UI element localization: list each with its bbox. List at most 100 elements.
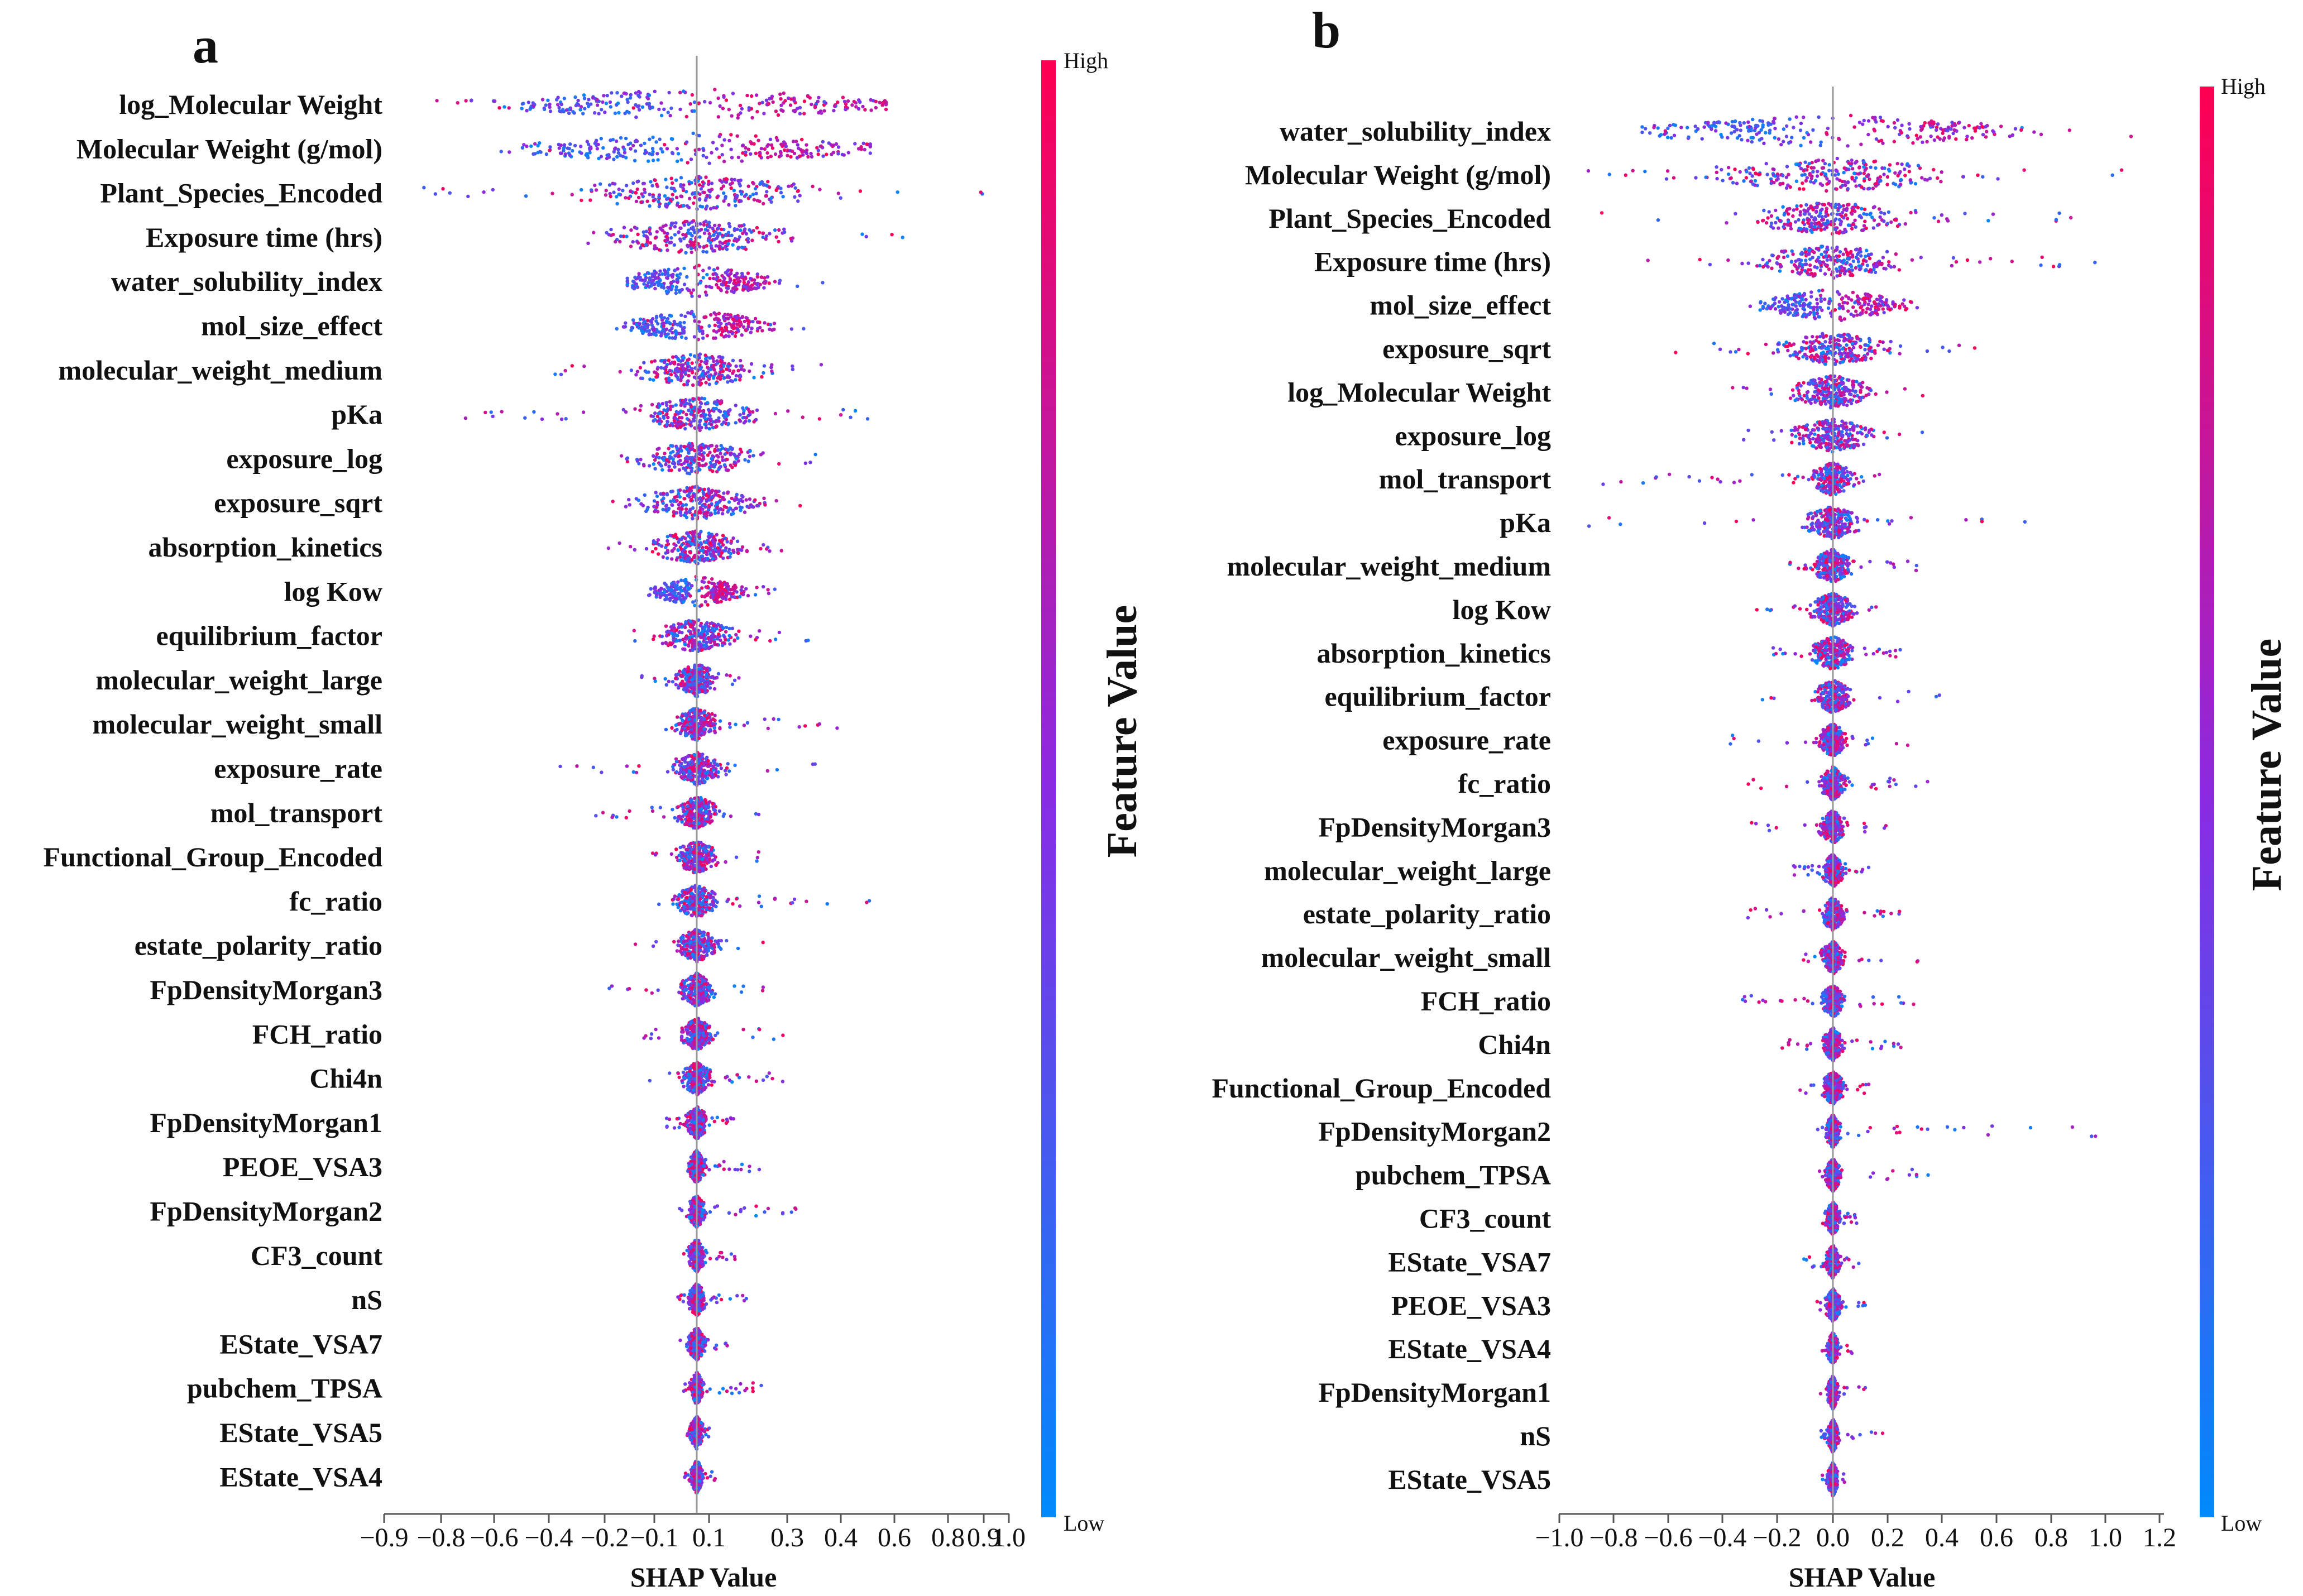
shap-point	[724, 367, 729, 371]
shap-point	[754, 191, 758, 195]
shap-point	[563, 368, 567, 373]
shap-point	[658, 806, 663, 809]
shap-point	[525, 109, 529, 113]
shap-point	[683, 587, 687, 591]
shap-point	[612, 190, 616, 194]
shap-point	[679, 585, 683, 589]
shap-point	[559, 372, 563, 376]
shap-point	[782, 140, 786, 144]
shap-point	[596, 142, 600, 147]
shap-point	[707, 426, 711, 431]
shap-point	[748, 276, 753, 281]
shap-point	[689, 824, 693, 828]
shap-point	[650, 272, 654, 276]
shap-point	[723, 769, 727, 773]
shap-point	[698, 420, 702, 424]
shap-point	[717, 324, 721, 328]
shap-point	[712, 640, 716, 644]
shap-point	[671, 275, 674, 279]
shap-point	[736, 179, 740, 183]
shap-point	[732, 178, 737, 182]
shap-point	[653, 418, 657, 422]
shap-point	[746, 324, 750, 328]
shap-point	[724, 233, 728, 237]
shap-point	[768, 549, 772, 553]
shap-point	[740, 548, 744, 552]
shap-point	[748, 369, 751, 373]
shap-point	[668, 362, 672, 366]
shap-point	[684, 821, 688, 825]
shap-point	[703, 540, 707, 544]
shap-point	[617, 192, 621, 196]
shap-point	[633, 407, 637, 411]
shap-point	[665, 412, 669, 416]
shap-point	[466, 194, 470, 198]
shap-point	[722, 635, 727, 639]
shap-point	[710, 423, 714, 426]
shap-point	[675, 902, 679, 906]
shap-point	[761, 231, 765, 235]
feature-label: pubchem_TPSA	[187, 1373, 382, 1404]
shap-point	[691, 456, 695, 459]
shap-point	[801, 149, 805, 153]
shap-point	[548, 109, 553, 113]
shap-point	[699, 635, 703, 640]
shap-point	[704, 381, 708, 385]
shap-point	[612, 157, 616, 161]
shap-point	[663, 231, 667, 234]
feature-label: mol_transport	[210, 797, 383, 828]
shap-point	[712, 544, 716, 548]
shap-point	[548, 145, 552, 149]
shap-point	[610, 91, 614, 95]
shap-point	[635, 285, 639, 289]
shap-point	[786, 409, 790, 413]
shap-point	[686, 311, 690, 315]
shap-point	[711, 272, 715, 276]
shap-point	[722, 199, 726, 203]
shap-point	[759, 147, 764, 151]
shap-point	[720, 143, 724, 147]
shap-point	[660, 634, 664, 639]
shap-point	[507, 150, 511, 154]
shap-point	[739, 358, 743, 363]
shap-point	[759, 181, 763, 185]
shap-point	[648, 241, 653, 245]
shap-point	[707, 324, 711, 328]
shap-point	[670, 726, 674, 730]
shap-point	[639, 200, 643, 204]
shap-point	[858, 100, 862, 104]
shap-point	[707, 580, 711, 584]
shap-point	[707, 266, 711, 270]
shap-point	[674, 760, 679, 764]
shap-point	[562, 97, 566, 100]
shap-point	[665, 550, 670, 554]
shap-point	[717, 155, 721, 159]
shap-point	[593, 141, 597, 146]
shap-point	[682, 331, 686, 335]
shap-point	[742, 280, 746, 285]
shap-point	[651, 150, 655, 154]
shap-point	[707, 161, 711, 165]
shap-point	[738, 373, 742, 377]
shap-point	[762, 281, 766, 285]
shap-point	[720, 455, 724, 459]
shap-point	[779, 97, 783, 101]
shap-point	[714, 462, 717, 467]
shap-point	[729, 133, 733, 137]
shap-point	[664, 334, 668, 339]
shap-point	[762, 371, 765, 375]
shap-point	[836, 191, 840, 195]
shap-point	[734, 378, 738, 382]
shap-point	[672, 514, 676, 518]
shap-point	[589, 188, 593, 192]
shap-point	[687, 717, 691, 721]
shap-point	[686, 684, 690, 688]
shap-point	[734, 421, 738, 425]
shap-point	[615, 815, 619, 819]
shap-point	[714, 206, 719, 210]
shap-point	[692, 335, 697, 339]
shap-point	[693, 493, 697, 497]
shap-point	[625, 764, 629, 768]
shap-point	[712, 233, 716, 237]
shap-point	[719, 444, 723, 448]
